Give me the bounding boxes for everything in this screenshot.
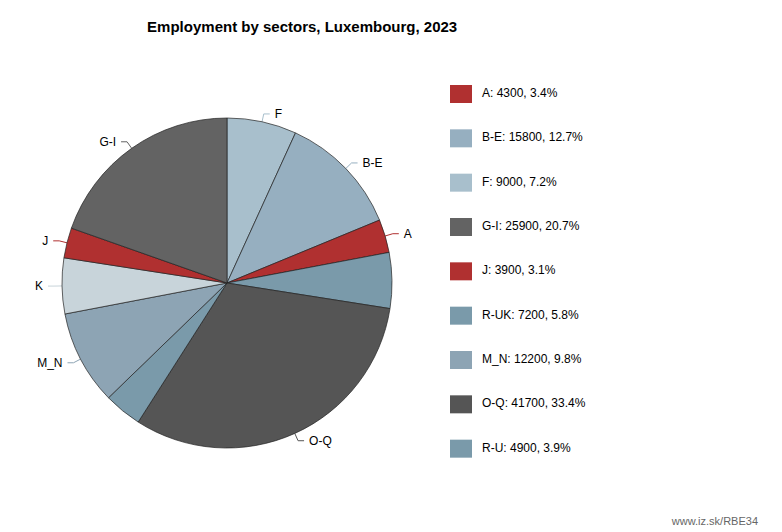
svg-text:F: 9000, 7.2%: F: 9000, 7.2% [482, 175, 557, 189]
svg-text:R-UK: 7200, 5.8%: R-UK: 7200, 5.8% [482, 308, 579, 322]
svg-text:M_N: 12200, 9.8%: M_N: 12200, 9.8% [482, 352, 582, 366]
svg-text:G-I: 25900, 20.7%: G-I: 25900, 20.7% [482, 219, 580, 233]
svg-text:O-Q: O-Q [309, 434, 332, 448]
svg-text:G-I: G-I [99, 135, 116, 149]
svg-text:Employment by sectors, Luxembo: Employment by sectors, Luxembourg, 2023 [147, 18, 457, 35]
svg-text:J: 3900, 3.1%: J: 3900, 3.1% [482, 263, 556, 277]
svg-text:J: J [42, 234, 48, 248]
svg-text:F: F [275, 107, 282, 121]
svg-text:A: 4300, 3.4%: A: 4300, 3.4% [482, 86, 558, 100]
svg-text:M_N: M_N [37, 356, 62, 370]
svg-text:K: K [35, 279, 43, 293]
svg-text:R-U: 4900, 3.9%: R-U: 4900, 3.9% [482, 441, 571, 455]
svg-text:B-E: B-E [363, 156, 383, 170]
svg-text:B-E: 15800, 12.7%: B-E: 15800, 12.7% [482, 130, 583, 144]
svg-text:O-Q: 41700, 33.4%: O-Q: 41700, 33.4% [482, 396, 586, 410]
svg-text:www.iz.sk/RBE34: www.iz.sk/RBE34 [671, 515, 758, 527]
svg-text:A: A [404, 227, 412, 241]
